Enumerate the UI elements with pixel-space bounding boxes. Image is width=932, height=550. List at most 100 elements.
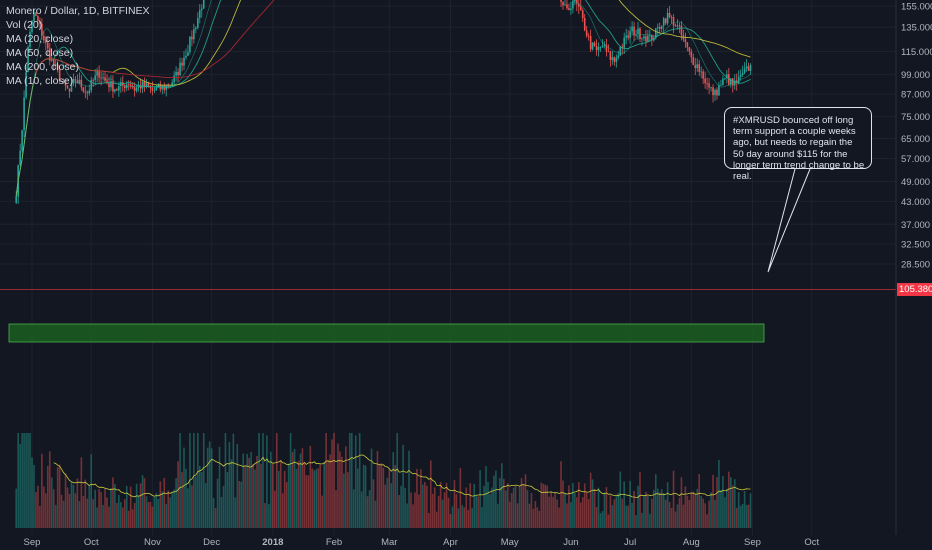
candle-body — [135, 87, 138, 91]
volume-bar — [623, 481, 625, 528]
candle-body — [680, 25, 683, 35]
volume-bar — [546, 485, 549, 528]
candle-body — [58, 69, 61, 82]
candle-body — [21, 130, 23, 151]
price-axis[interactable]: 550.000475.000415.000355.000295.000255.0… — [901, 0, 932, 271]
volume-bar — [281, 493, 284, 528]
candle-body — [720, 84, 722, 86]
volume-bar — [451, 506, 454, 528]
candle-body — [94, 75, 96, 81]
volume-bar — [702, 498, 704, 528]
candle-body — [562, 1, 564, 6]
volume-bar — [31, 457, 33, 528]
volume-bar — [550, 491, 552, 528]
volume-bar — [102, 505, 104, 528]
volume-bar — [532, 508, 535, 528]
volume-bar — [145, 496, 148, 528]
volume-bar — [179, 433, 181, 528]
price-tick-label: 43.000 — [901, 197, 930, 208]
volume-bar — [611, 505, 614, 528]
volume-bar — [309, 445, 312, 528]
volume-bar — [597, 487, 600, 528]
volume-bar — [86, 498, 89, 528]
volume-bar — [386, 477, 389, 528]
volume-bar — [690, 493, 693, 528]
candle-body — [698, 64, 701, 72]
candle-body — [171, 82, 173, 86]
candle-body — [739, 74, 742, 77]
candle-body — [641, 38, 643, 40]
candle-body — [181, 62, 183, 66]
candle-body — [581, 10, 584, 19]
volume-bar — [135, 483, 138, 528]
volume-bar — [629, 480, 631, 528]
volume-bar — [374, 500, 377, 528]
volume-bar — [169, 497, 171, 528]
candle-body — [197, 18, 199, 28]
candle-body — [647, 35, 649, 42]
volume-bar — [735, 507, 738, 528]
candle-body — [678, 25, 681, 27]
indicator-ma10[interactable]: MA (10, close) — [6, 75, 74, 87]
volume-bar — [92, 499, 94, 528]
volume-bar — [242, 453, 245, 528]
candle-body — [609, 51, 612, 60]
volume-bar — [289, 433, 292, 528]
volume-bar — [495, 470, 497, 528]
volume-bar — [607, 514, 610, 528]
candle-body — [54, 64, 57, 66]
candle-body — [747, 66, 750, 71]
volume-bar — [76, 478, 79, 528]
candle-body — [623, 37, 625, 48]
volume-bar — [27, 433, 29, 528]
candle-body — [733, 80, 736, 86]
candle-body — [74, 79, 77, 81]
volume-bar — [356, 468, 359, 528]
candle-body — [722, 78, 724, 85]
volume-bar — [601, 511, 604, 528]
candle-body — [92, 79, 94, 81]
volume-bar — [599, 513, 602, 528]
candle-body — [724, 77, 726, 79]
volume-bar — [427, 513, 430, 528]
volume-bar — [647, 496, 649, 528]
candle-body — [23, 97, 25, 131]
candle-body — [189, 36, 191, 53]
volume-bar — [686, 495, 689, 528]
candle-body — [718, 85, 720, 96]
volume-bar — [465, 487, 468, 528]
volume-bar — [202, 433, 205, 528]
indicator-ma20[interactable]: MA (20, close) — [6, 33, 74, 45]
candle-body — [110, 81, 112, 88]
volume-bar — [668, 501, 671, 528]
volume-bar — [125, 486, 128, 528]
volume-bar — [651, 498, 653, 528]
volume-bar — [649, 513, 651, 528]
volume-bar — [25, 433, 27, 528]
volume-bar — [260, 463, 262, 528]
volume-bar — [475, 495, 477, 528]
indicator-volume[interactable]: Vol (20) — [6, 19, 43, 31]
volume-bar — [285, 482, 288, 528]
annotation-callout[interactable]: #XMRUSD bounced off long term support a … — [724, 107, 872, 182]
volume-bar — [398, 495, 400, 528]
volume-bar — [658, 492, 661, 528]
volume-bar — [319, 464, 322, 528]
candle-body — [603, 44, 606, 46]
volume-bar — [100, 491, 102, 528]
candle-body — [688, 47, 691, 52]
volume-bar — [256, 456, 258, 528]
volume-bar — [214, 508, 217, 528]
candle-body — [66, 85, 69, 89]
candle-body — [560, 0, 562, 2]
indicator-ma50[interactable]: MA (50, close) — [6, 47, 74, 59]
time-axis[interactable]: Sep Oct Nov Dec 2018 Feb Mar Apr May Jun Jul Aug Sep… — [24, 537, 820, 548]
volume-bar — [682, 504, 685, 528]
volume-bar — [52, 489, 55, 528]
volume-bar — [485, 466, 487, 528]
volume-bar — [173, 489, 175, 528]
indicator-ma200[interactable]: MA (200, close) — [6, 61, 79, 73]
price-tick-label: 87.000 — [901, 90, 930, 101]
volume-bar — [479, 470, 481, 528]
